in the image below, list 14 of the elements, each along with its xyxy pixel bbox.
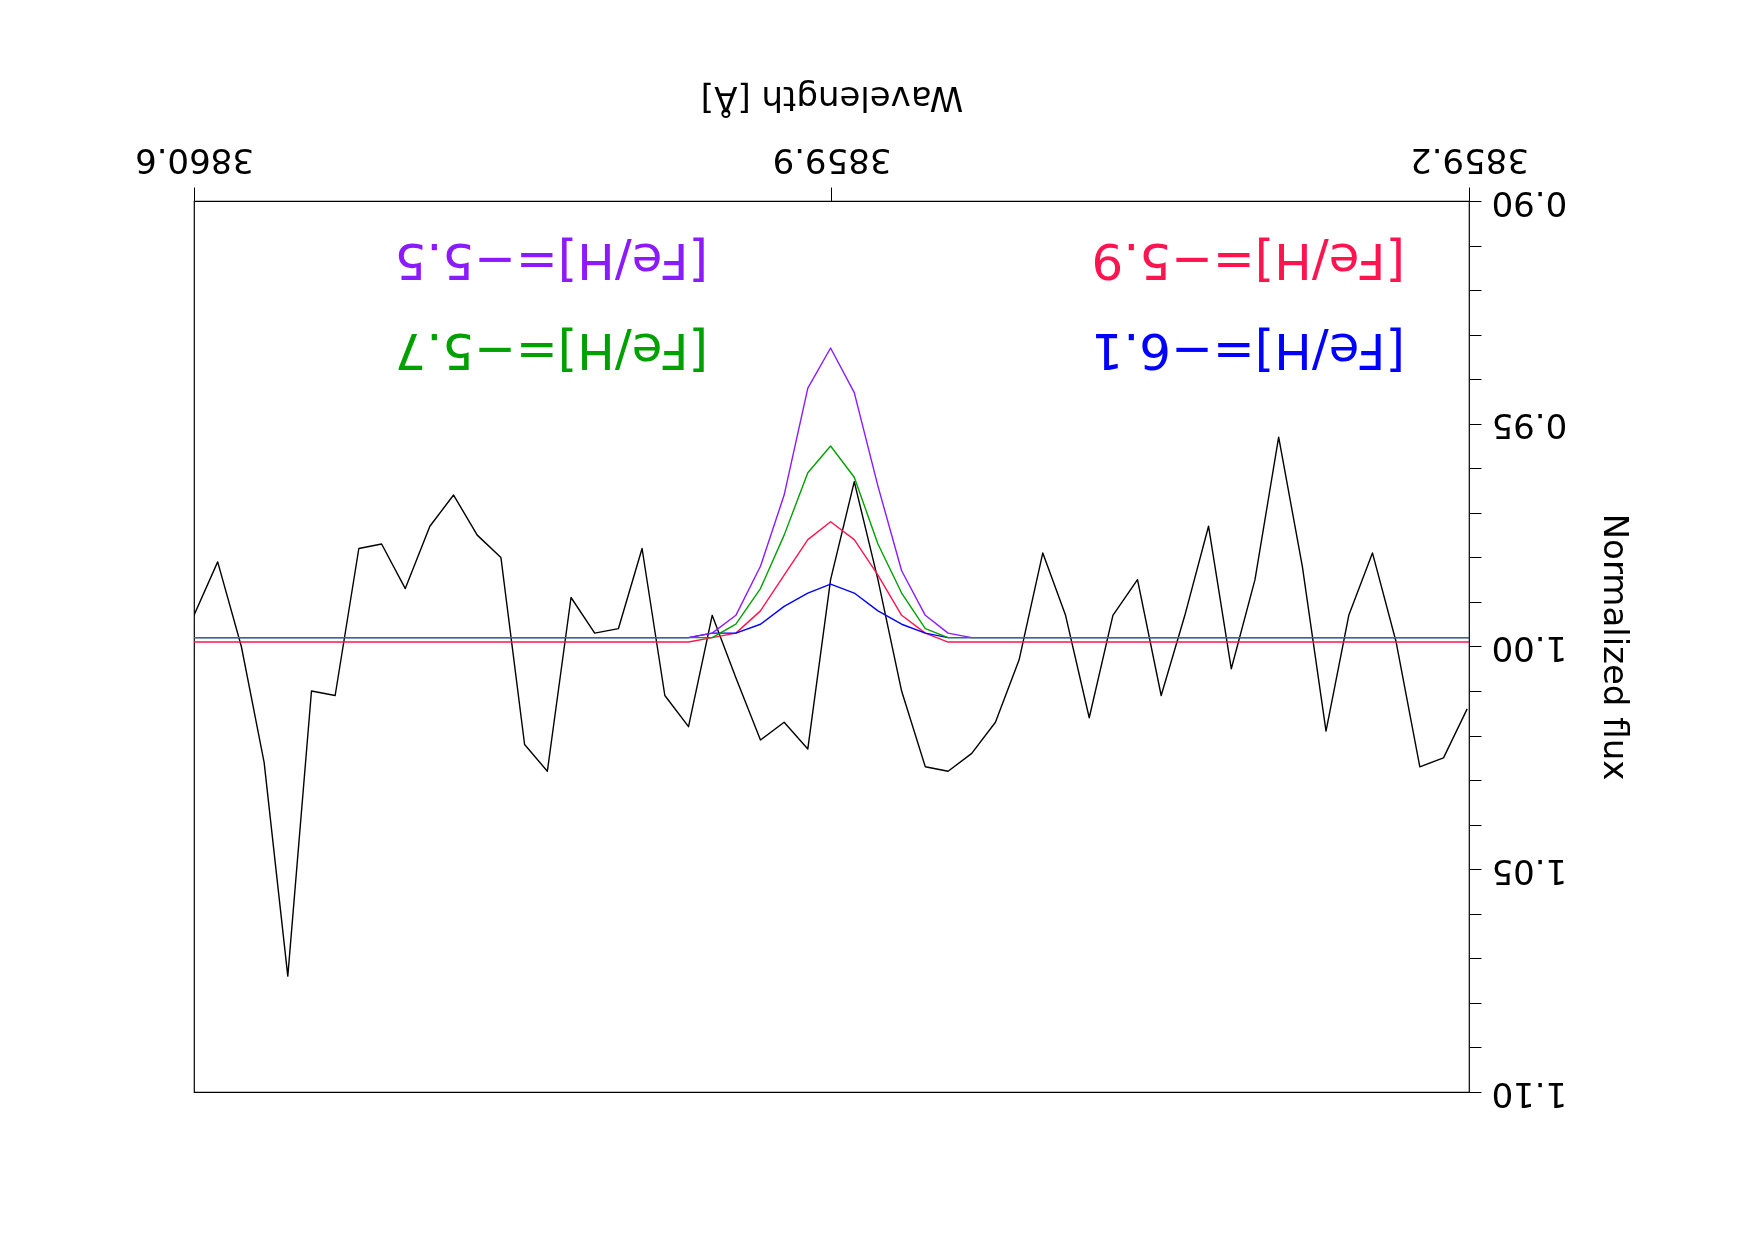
y-axis-title: Normalized flux: [1596, 513, 1637, 781]
y-tick-label: 0.95: [1491, 406, 1568, 447]
y-tick-label: 1.10: [1491, 1074, 1568, 1115]
text: [Fe/H]=−5.5: [394, 232, 708, 290]
text: [Fe/H]=−6.1: [1091, 322, 1405, 380]
text: [Fe/H]=−5.7: [394, 322, 708, 380]
y-tick-label: 1.00: [1491, 629, 1568, 669]
x-tick-label: 3859.2: [1410, 140, 1529, 181]
y-tick-label: 1.05: [1491, 851, 1568, 892]
text: [Fe/H]=−5.9: [1091, 232, 1405, 290]
x-tick-label: 3860.6: [135, 140, 254, 181]
y-tick-label: 0.90: [1491, 183, 1568, 224]
x-axis-title: Wavelength [Å]: [700, 78, 964, 119]
x-tick-label: 3859.9: [772, 140, 892, 181]
